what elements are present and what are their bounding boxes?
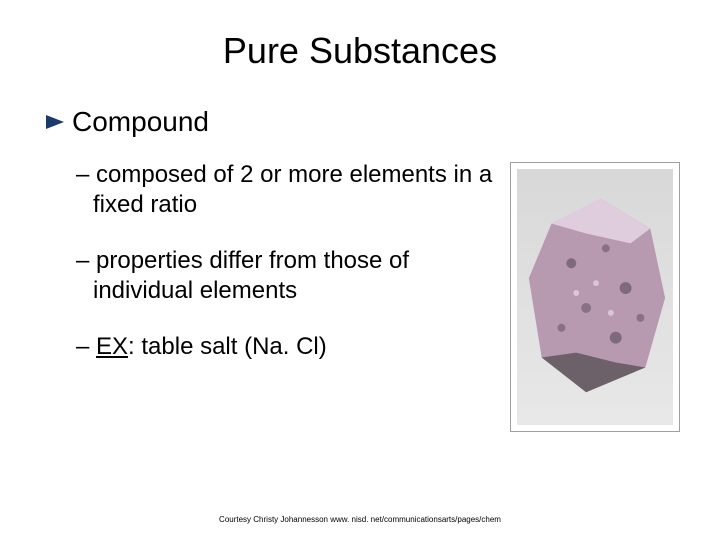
point-prefix: EX [96,333,128,360]
image-frame [510,162,680,432]
heading-row: Compound [46,106,500,138]
image-column [510,162,680,432]
bullet-point: – properties differ from those of indivi… [76,246,500,306]
bullet-point: – EX: table salt (Na. Cl) [76,332,500,362]
bullet-point: – composed of 2 or more elements in a fi… [76,160,500,220]
triangle-bullet-icon [46,115,64,129]
point-text: composed of 2 or more elements in a fixe… [93,161,492,218]
point-text: properties differ from those of individu… [93,247,409,304]
dash: – [76,161,96,188]
point-suffix: : table salt (Na. Cl) [128,333,327,360]
slide: Pure Substances Compound – composed of 2… [0,0,720,540]
rock-image [517,169,673,425]
dash: – [76,333,96,360]
content-row: Compound – composed of 2 or more element… [40,106,680,432]
section-heading: Compound [72,106,209,138]
bullet-points: – composed of 2 or more elements in a fi… [76,160,500,362]
credit-text: Courtesy Christy Johannesson www. nisd. … [0,515,720,524]
dash: – [76,247,96,274]
slide-title: Pure Substances [40,30,680,72]
text-column: Compound – composed of 2 or more element… [40,106,510,388]
